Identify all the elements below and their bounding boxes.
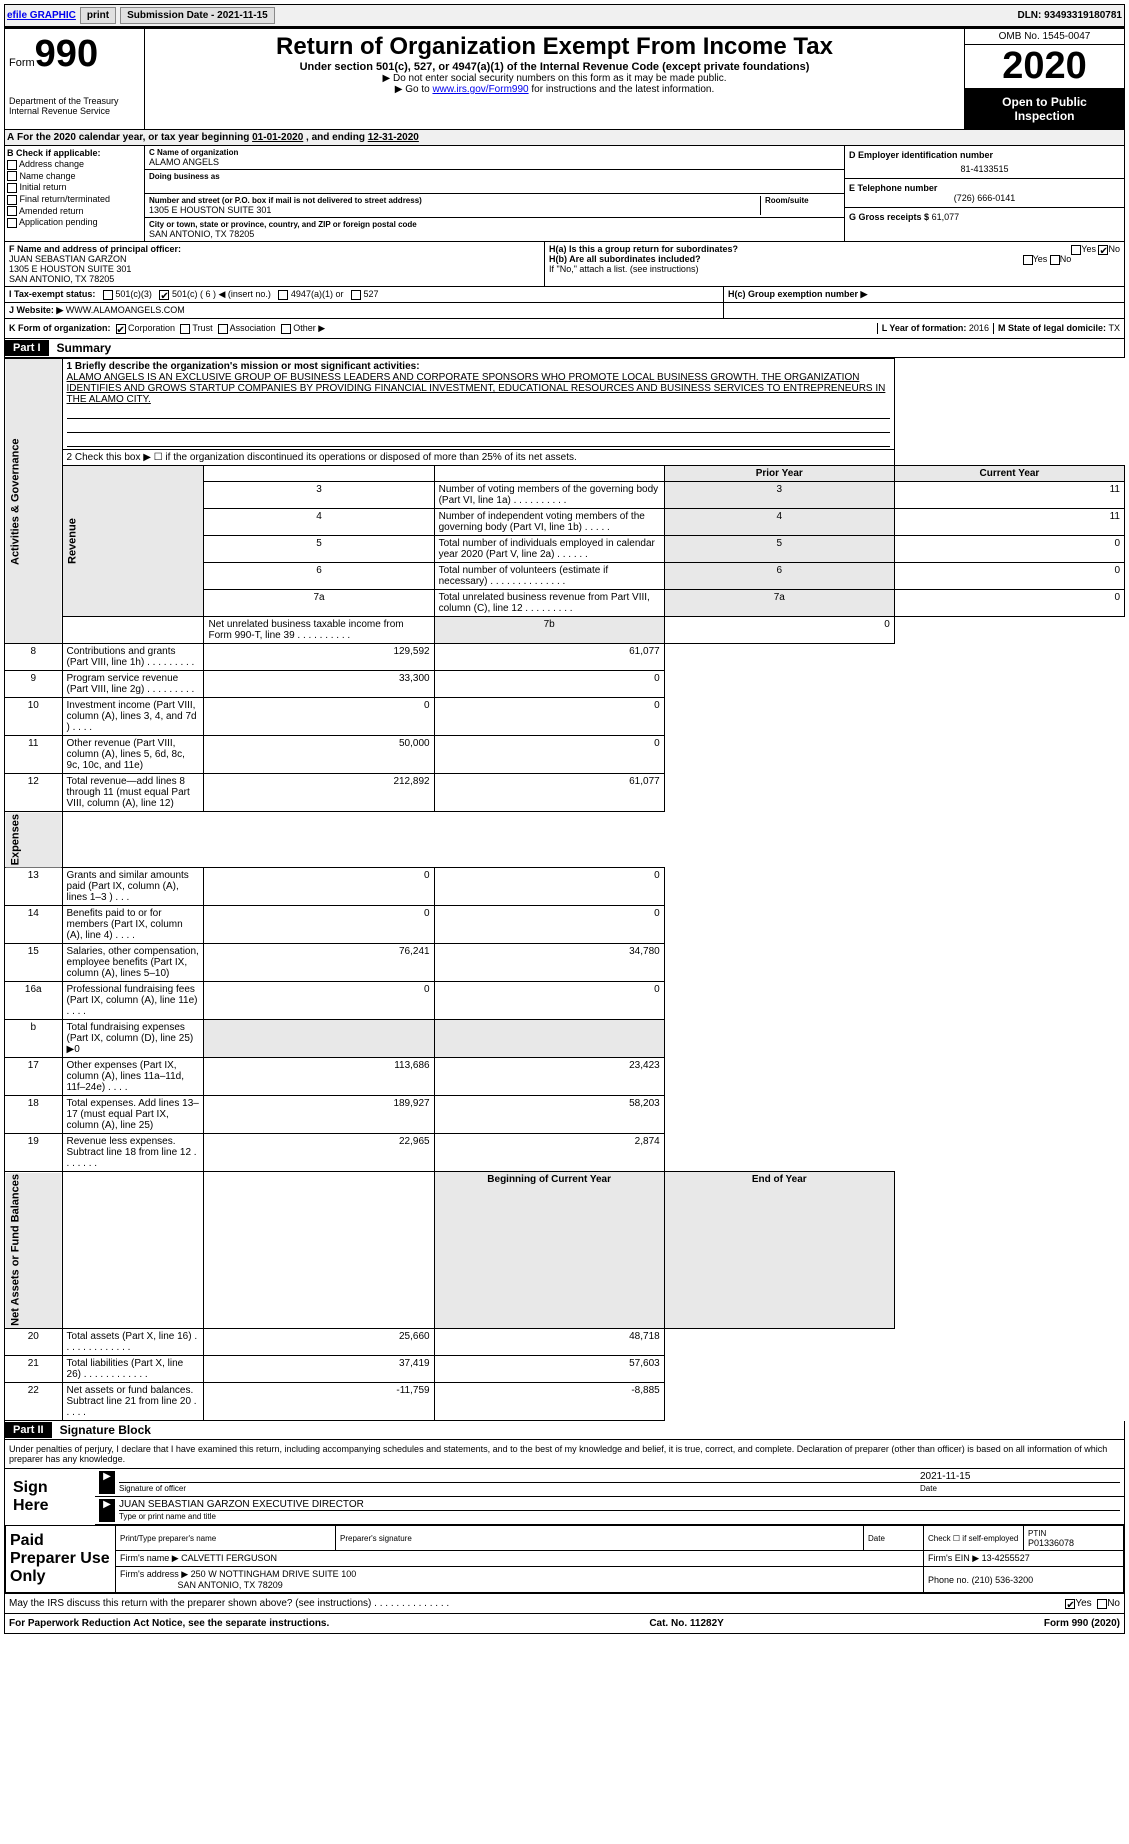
dln: DLN: 93493319180781 (1017, 10, 1122, 21)
open-public-badge: Open to Public Inspection (965, 89, 1124, 129)
form-header: Form990 Department of the Treasury Inter… (4, 28, 1125, 130)
footer: For Paperwork Reduction Act Notice, see … (4, 1614, 1125, 1634)
table-row: 8Contributions and grants (Part VIII, li… (5, 644, 1125, 671)
table-row: 20Total assets (Part X, line 16) . . . .… (5, 1329, 1125, 1356)
form-number: 990 (35, 33, 98, 75)
table-row: Net unrelated business taxable income fr… (5, 617, 1125, 644)
summary-table: Activities & Governance 1 Briefly descri… (4, 358, 1125, 1421)
table-row: 14Benefits paid to or for members (Part … (5, 906, 1125, 944)
signature-block: Under penalties of perjury, I declare th… (4, 1440, 1125, 1614)
note-goto-prefix: ▶ Go to (395, 84, 433, 95)
table-row: 10Investment income (Part VIII, column (… (5, 698, 1125, 736)
table-row: 9Program service revenue (Part VIII, lin… (5, 671, 1125, 698)
omb-number: OMB No. 1545-0047 (965, 29, 1124, 45)
form-title: Return of Organization Exempt From Incom… (149, 33, 960, 61)
note-goto-suffix: for instructions and the latest informat… (529, 84, 715, 95)
print-button[interactable]: print (80, 7, 116, 24)
table-row: 15Salaries, other compensation, employee… (5, 944, 1125, 982)
form-subtitle: Under section 501(c), 527, or 4947(a)(1)… (149, 61, 960, 73)
efile-link[interactable]: efile GRAPHIC (7, 10, 76, 21)
topbar: efile GRAPHIC print Submission Date - 20… (4, 4, 1125, 28)
tax-year: 2020 (965, 45, 1124, 89)
part1-title: Summary (49, 339, 120, 357)
table-row: 13Grants and similar amounts paid (Part … (5, 868, 1125, 906)
table-row: 12Total revenue—add lines 8 through 11 (… (5, 774, 1125, 812)
table-row: 17Other expenses (Part IX, column (A), l… (5, 1058, 1125, 1096)
table-row: bTotal fundraising expenses (Part IX, co… (5, 1020, 1125, 1058)
irs-label: Internal Revenue Service (9, 106, 140, 116)
dept-label: Department of the Treasury (9, 96, 140, 106)
row-hc: H(c) Group exemption number ▶ (724, 287, 1124, 302)
table-row: 19Revenue less expenses. Subtract line 1… (5, 1134, 1125, 1172)
form-label: Form (9, 57, 35, 69)
table-row: 22Net assets or fund balances. Subtract … (5, 1383, 1125, 1421)
section-h: H(a) Is this a group return for subordin… (545, 242, 1124, 286)
row-i-tax-status: I Tax-exempt status: 501(c)(3) 501(c) ( … (5, 287, 724, 302)
table-row: 18Total expenses. Add lines 13–17 (must … (5, 1096, 1125, 1134)
table-row: 11Other revenue (Part VIII, column (A), … (5, 736, 1125, 774)
table-row: 21Total liabilities (Part X, line 26) . … (5, 1356, 1125, 1383)
section-d-e-g: D Employer identification number81-41335… (844, 146, 1124, 241)
part1-header: Part I (5, 340, 49, 356)
part2-header: Part II (5, 1422, 52, 1438)
irs-link[interactable]: www.irs.gov/Form990 (432, 84, 528, 95)
section-b: B Check if applicable: Address change Na… (5, 146, 145, 241)
section-c: C Name of organizationALAMO ANGELS Doing… (145, 146, 844, 241)
part2-title: Signature Block (52, 1421, 159, 1439)
section-f: F Name and address of principal officer:… (5, 242, 545, 286)
table-row: 16aProfessional fundraising fees (Part I… (5, 982, 1125, 1020)
tax-year-row: A For the 2020 calendar year, or tax yea… (4, 130, 1125, 146)
row-k: K Form of organization: Corporation Trus… (4, 319, 1125, 339)
submission-date: Submission Date - 2021-11-15 (120, 7, 275, 24)
row-j-website: J Website: ▶ WWW.ALAMOANGELS.COM (5, 303, 724, 318)
note-ssn: ▶ Do not enter social security numbers o… (149, 73, 960, 84)
